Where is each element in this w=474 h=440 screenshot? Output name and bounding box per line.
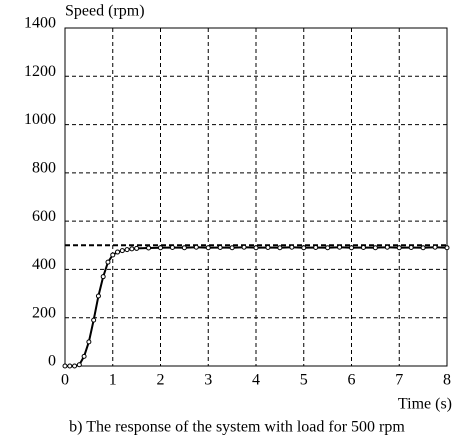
x-tick-label: 6 xyxy=(348,372,356,389)
data-point xyxy=(372,245,378,251)
data-point xyxy=(360,244,366,250)
data-point xyxy=(265,244,271,250)
data-point xyxy=(72,363,78,369)
data-point xyxy=(384,244,390,250)
y-tick-label: 0 xyxy=(48,353,56,370)
data-point xyxy=(289,244,295,250)
data-point xyxy=(62,363,68,369)
data-point xyxy=(95,293,101,299)
data-point xyxy=(325,245,331,251)
data-point xyxy=(217,244,223,250)
y-tick-label: 1400 xyxy=(24,15,56,32)
data-point xyxy=(124,247,130,253)
data-point xyxy=(91,317,97,323)
data-point xyxy=(313,244,319,250)
data-point xyxy=(205,245,211,251)
x-tick-label: 4 xyxy=(252,372,260,389)
y-tick-label: 1000 xyxy=(24,111,56,128)
data-point xyxy=(158,245,163,251)
data-point xyxy=(146,245,152,251)
data-point xyxy=(444,245,450,251)
data-point xyxy=(432,244,438,250)
data-point xyxy=(396,245,402,251)
x-tick-label: 7 xyxy=(395,372,403,389)
y-tick-label: 400 xyxy=(32,256,56,273)
data-point xyxy=(181,245,187,251)
data-point xyxy=(67,363,73,369)
y-tick-label: 600 xyxy=(32,208,56,225)
data-point xyxy=(129,246,135,252)
data-point xyxy=(115,249,121,255)
data-point xyxy=(81,353,87,359)
data-point xyxy=(277,245,283,251)
data-point xyxy=(76,362,82,368)
x-tick-label: 8 xyxy=(443,372,451,389)
data-point xyxy=(193,244,199,250)
y-axis-label: Speed (rpm) xyxy=(65,3,145,20)
data-point xyxy=(105,259,111,265)
data-point xyxy=(349,245,354,251)
data-point xyxy=(100,274,106,280)
x-tick-label: 5 xyxy=(300,372,308,389)
caption: b) The response of the system with load … xyxy=(69,419,405,436)
data-point xyxy=(110,252,116,258)
data-point xyxy=(420,245,426,251)
data-point xyxy=(229,245,235,251)
data-point xyxy=(301,245,307,251)
x-tick-label: 0 xyxy=(61,372,69,389)
data-point xyxy=(241,244,247,250)
data-point xyxy=(408,244,414,250)
y-tick-label: 800 xyxy=(32,160,56,177)
data-point xyxy=(119,248,125,254)
y-tick-label: 200 xyxy=(32,304,56,321)
plot-border xyxy=(64,27,448,367)
data-point xyxy=(337,244,343,250)
x-tick-label: 1 xyxy=(109,372,117,389)
y-tick-label: 1200 xyxy=(24,63,56,80)
x-tick-label: 3 xyxy=(204,372,212,389)
data-point xyxy=(169,244,175,250)
data-point xyxy=(253,245,259,251)
data-point xyxy=(134,245,140,251)
x-axis-label: Time (s) xyxy=(398,396,452,413)
x-tick-label: 2 xyxy=(157,372,165,389)
data-point xyxy=(86,339,92,345)
